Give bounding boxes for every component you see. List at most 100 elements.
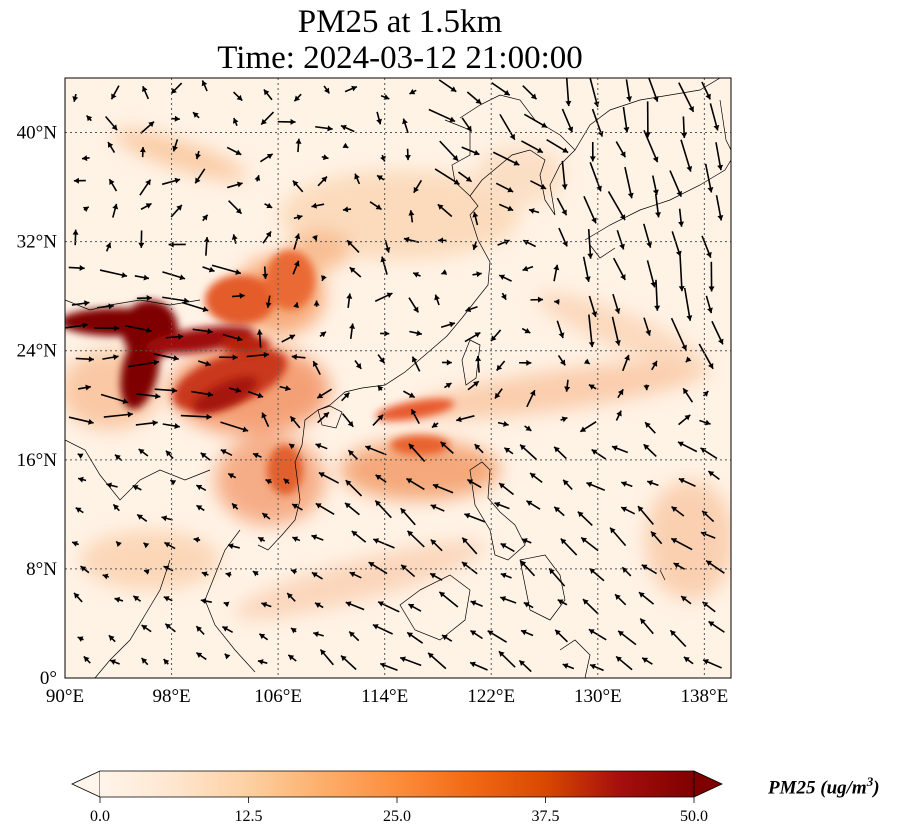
wind-arrow: [546, 138, 569, 154]
wind-arrow: [68, 416, 94, 425]
wind-arrow: [170, 204, 183, 218]
wind-arrow: [81, 155, 90, 162]
wind-arrow: [682, 387, 694, 403]
wind-arrow: [434, 168, 460, 186]
wind-arrow: [495, 360, 506, 372]
wind-arrow: [94, 325, 120, 332]
wind-arrow: [408, 603, 422, 612]
wind-arrow: [705, 560, 725, 574]
wind-arrow: [499, 596, 517, 604]
wind-arrow: [622, 106, 630, 133]
wind-arrow: [464, 512, 486, 523]
wind-arrow: [678, 414, 691, 426]
wind-arrow: [648, 78, 659, 102]
wind-arrow: [315, 502, 335, 516]
wind-arrow: [377, 354, 386, 364]
wind-arrow: [128, 359, 160, 368]
wind-arrow: [256, 329, 263, 348]
wind-arrow: [637, 505, 654, 525]
wind-arrow: [232, 117, 239, 127]
wind-arrow: [548, 567, 566, 587]
wind-arrow: [643, 317, 652, 336]
wind-arrow: [591, 448, 607, 460]
wind-arrow: [466, 478, 482, 489]
wind-arrow: [643, 223, 653, 248]
wind-arrow: [264, 202, 273, 209]
wind-arrow: [700, 447, 718, 460]
wind-arrow: [374, 292, 393, 302]
wind-arrow: [678, 477, 696, 487]
wind-arrow: [520, 140, 544, 154]
wind-arrow: [153, 353, 179, 362]
wind-arrow: [434, 294, 440, 306]
wind-arrow: [200, 598, 212, 604]
wind-arrow: [376, 111, 382, 125]
wind-arrow: [138, 230, 145, 248]
wind-arrow: [411, 356, 421, 372]
wind-arrow: [315, 125, 333, 132]
wind-arrow: [163, 596, 173, 602]
wind-arrow: [112, 203, 119, 218]
wind-arrow: [526, 500, 541, 510]
wind-arrow: [163, 658, 170, 665]
wind-arrow: [498, 203, 514, 212]
wind-arrow: [80, 565, 90, 574]
wind-arrow: [258, 633, 269, 641]
colorbar-tick-label: 12.5: [235, 808, 263, 825]
wind-arrow: [554, 629, 568, 643]
wind-arrow: [643, 443, 657, 458]
wind-arrow: [161, 515, 173, 522]
map-frame: [64, 77, 732, 679]
wind-arrow: [495, 182, 514, 193]
wind-arrow: [136, 513, 148, 522]
wind-arrow: [472, 271, 482, 278]
wind-arrow: [195, 651, 207, 661]
wind-arrow: [376, 174, 385, 181]
wind-arrow: [219, 354, 238, 361]
wind-arrow: [432, 483, 454, 494]
wind-arrow: [105, 242, 112, 252]
wind-arrow: [589, 663, 604, 672]
wind-arrow: [75, 507, 84, 514]
colorbar-tick-label: 50.0: [680, 808, 708, 825]
wind-arrow: [560, 538, 578, 556]
wind-arrow: [194, 168, 206, 184]
wind-arrow: [410, 408, 420, 424]
wind-arrow: [678, 82, 695, 113]
wind-arrow: [494, 501, 510, 510]
wind-arrow: [409, 330, 423, 337]
wind-arrow: [681, 116, 688, 139]
wind-arrow: [611, 316, 621, 346]
wind-arrow: [465, 305, 478, 313]
wind-arrow: [114, 596, 124, 603]
wind-arrow: [523, 601, 534, 609]
wind-arrow: [474, 443, 484, 454]
colorbar: 0.0 12.5 25.0 37.5 50.0: [71, 770, 723, 825]
wind-arrow: [455, 415, 475, 423]
wind-arrow: [609, 527, 627, 547]
wind-arrow: [528, 208, 540, 214]
wind-arrow: [622, 354, 630, 372]
map-title-line2: Time: 2024-03-12 21:00:00: [217, 40, 583, 76]
wind-arrow: [467, 380, 480, 391]
wind-arrow: [499, 113, 516, 141]
wind-arrow: [346, 293, 353, 308]
wind-arrow: [441, 634, 453, 642]
wind-arrow: [82, 206, 90, 213]
wind-arrow: [192, 111, 200, 119]
wind-arrow: [519, 359, 532, 366]
wind-arrow: [227, 543, 240, 550]
wind-arrow: [77, 476, 87, 483]
wind-arrow: [520, 629, 534, 637]
wind-arrow: [470, 600, 483, 608]
wind-arrow: [498, 482, 514, 496]
lon-tick-label: 122°E: [467, 686, 515, 707]
wind-arrow: [607, 191, 626, 221]
wind-arrow: [107, 141, 116, 153]
map-title-line1: PM25 at 1.5km: [297, 4, 503, 40]
wind-arrow: [577, 511, 593, 526]
wind-arrow: [586, 481, 606, 491]
wind-arrow: [227, 181, 243, 189]
wind-arrow: [372, 538, 395, 549]
wind-arrow: [291, 353, 306, 360]
